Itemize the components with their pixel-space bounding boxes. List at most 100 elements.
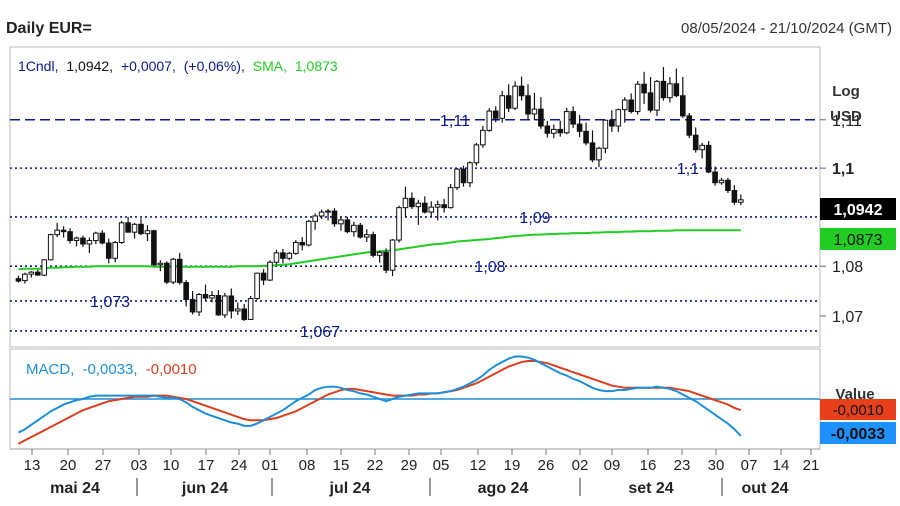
y-tick-label: 1,07 [832,309,863,326]
x-day-label: 30 [708,457,725,474]
legend-prefix: 1Cndl, [18,58,58,74]
candle [434,200,441,221]
candle [589,130,596,163]
candle [505,84,512,113]
x-day-label: 27 [95,457,112,474]
candle [654,79,660,116]
legend-sma-value: 1,0873 [295,58,338,74]
macd-line [17,355,742,437]
scale-label-log: Log [832,83,860,100]
date-range: 08/05/2024 - 21/10/2024 (GMT) [681,20,892,37]
candle [705,140,712,173]
price-axis: 1,07 1,08 1,1 1,11 [820,113,863,326]
signal-tag-text: -0,0010 [833,402,884,419]
candle [692,127,699,153]
price-panel-frame [9,46,821,348]
candle [234,302,241,315]
candle [518,76,525,101]
candle [680,77,686,118]
candle [144,225,151,242]
candle [112,241,119,263]
x-month-label: jun 24 [181,480,228,497]
svg-text:MACD, -0,0033, -0,0010: MACD, -0,0033, -0,0010 [26,361,197,378]
candle [35,269,41,276]
x-day-label: 08 [299,457,316,474]
candle [738,194,744,206]
candle [731,185,738,205]
x-day-label: 02 [572,457,589,474]
candle [15,275,22,283]
candle [621,97,628,123]
price-levels: 1,11 1,1 1,09 1,08 1,073 1,067 [10,113,820,341]
candle [512,81,518,111]
x-month-label: mai 24 [50,480,100,497]
candle [551,124,557,139]
legend-sma-label: SMA, [253,58,287,74]
candle [409,192,415,210]
candle [499,90,505,123]
x-day-label: 01 [262,457,279,474]
macd-value-header: Value [835,386,874,403]
candle [202,284,209,301]
candle [712,166,718,186]
x-day-label: 16 [640,457,657,474]
candle [170,257,177,285]
candle [525,84,531,120]
legend-change-pct: (+0,06%), [184,58,245,74]
candle [673,68,680,98]
candle [99,230,106,245]
candle [441,198,447,213]
candle [467,161,473,188]
last-price-tag-text: 1,0942 [834,202,883,219]
candle [189,291,196,315]
candle [718,177,725,185]
candle [422,196,428,214]
candle [415,199,422,225]
candle [641,71,647,104]
y-tick-label: 1,08 [832,259,863,276]
signal-line [17,359,742,445]
candle [151,229,157,267]
candle [164,261,170,285]
candle [576,114,583,138]
candle [570,106,576,128]
candle [305,219,312,247]
candle [138,218,144,236]
candle [41,259,48,277]
candle [131,222,138,239]
x-day-label: 22 [367,457,384,474]
candle [157,260,164,272]
candle [667,77,673,103]
candle [531,92,538,121]
candle [47,233,54,261]
candle [357,222,364,239]
x-month-label: ago 24 [478,480,529,497]
candle [454,168,460,191]
candle [293,240,299,255]
x-day-label: 19 [504,457,521,474]
candle [331,208,338,227]
level-label: 1,067 [300,324,340,341]
x-day-label: 10 [163,457,180,474]
macd-tag-text: -0,0033 [831,426,885,443]
candle [312,213,318,230]
candle-series [15,67,744,321]
candle [557,120,564,137]
candle [486,108,493,132]
candle [196,293,202,316]
candle [383,248,389,274]
candle [86,237,93,253]
candle [299,237,306,251]
candle [267,260,273,282]
candle [609,110,615,132]
candle [215,290,222,316]
candle [125,216,131,233]
y-tick-label: 1,11 [832,113,862,130]
candle [28,271,35,278]
candle [286,251,293,261]
chart-title: Daily EUR= [6,20,92,37]
candle [389,239,396,277]
sma-series [18,229,741,271]
x-day-label: 15 [333,457,350,474]
